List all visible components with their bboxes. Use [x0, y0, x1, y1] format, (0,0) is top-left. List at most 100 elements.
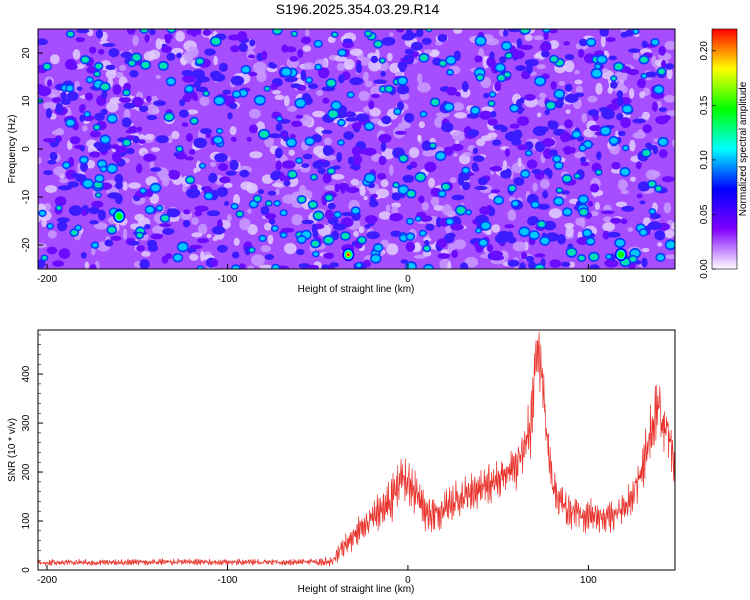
heatmap-cell-low: [53, 166, 66, 176]
heatmap-cell-mid: [179, 99, 186, 107]
heatmap-cell-high: [553, 156, 560, 162]
heatmap-cell-mid: [230, 45, 240, 53]
heatmap-cell-mid: [460, 173, 471, 181]
heatmap-cell-mid: [596, 151, 602, 161]
heatmap-cell-mid: [181, 69, 193, 77]
heatmap-cell-high: [490, 92, 495, 97]
heatmap-cell-high: [174, 254, 182, 261]
heatmap-cell-mid: [389, 213, 404, 222]
heatmap-cell-mid: [512, 50, 525, 59]
heatmap-cell-mid: [57, 185, 72, 191]
heatmap-cell-low: [123, 109, 131, 121]
heatmap-cell-mid: [136, 245, 146, 252]
heatmap-cell-low: [291, 214, 303, 226]
heatmap-cell-mid: [290, 83, 302, 89]
heatmap-cell-mid: [527, 217, 537, 226]
heatmap-cell-low: [422, 202, 429, 211]
heatmap-cell-high: [358, 237, 366, 243]
heatmap-cell-mid: [208, 172, 218, 183]
heatmap-cell-mid: [645, 142, 653, 149]
heatmap-cell-high: [260, 236, 266, 241]
heatmap-cell-mid: [610, 217, 622, 224]
heatmap-cell-low: [286, 106, 297, 112]
heatmap-cell-low: [575, 85, 583, 94]
heatmap-cell-low: [629, 139, 636, 152]
colorbar: [711, 28, 738, 270]
heatmap-cell-high: [479, 239, 487, 246]
heatmap-cell-mid: [635, 161, 642, 170]
heatmap-cell-high: [365, 31, 371, 36]
heatmap-cell-mid: [504, 224, 515, 229]
heatmap-cell-low: [364, 80, 373, 88]
heatmap-cell-mid: [461, 181, 471, 191]
heatmap-cell-low: [343, 58, 355, 70]
heatmap-cell-low: [155, 74, 161, 80]
heatmap-cell-high: [266, 201, 272, 206]
heatmap-cell-low: [617, 179, 628, 191]
heatmap-cell-mid: [451, 249, 458, 259]
heatmap-cell-mid: [185, 133, 193, 142]
heatmap-cell-mid: [525, 64, 534, 74]
heatmap-cell-high: [476, 229, 481, 233]
heatmap-cell-mid: [536, 126, 549, 133]
heatmap-cell-low: [316, 90, 324, 96]
heatmap-cell-high: [555, 162, 563, 169]
heatmap-cell-high: [462, 168, 469, 173]
heatmap-cell-low: [272, 90, 281, 95]
heatmap-cell-low: [630, 176, 636, 182]
heatmap-cell-mid: [295, 114, 304, 119]
heatmap-cell-mid: [637, 181, 650, 192]
y-tick-label: -10: [21, 189, 32, 204]
heatmap-cell-high: [42, 256, 47, 260]
heatmap-cell-mid: [589, 124, 602, 132]
heatmap-cell-low: [476, 138, 486, 147]
heatmap-cell-mid: [424, 161, 437, 173]
heatmap-cell-low: [532, 182, 538, 192]
heatmap-cell-low: [358, 226, 365, 234]
heatmap-cell-high: [306, 138, 314, 145]
heatmap-cell-high: [439, 61, 446, 66]
heatmap-cell-mid: [608, 55, 617, 61]
heatmap-cell-mid: [401, 33, 415, 41]
heatmap-cell-mid: [150, 233, 163, 240]
heatmap-cell-mid: [658, 107, 667, 112]
heatmap-cell-high: [580, 145, 586, 151]
heatmap-cell-high: [98, 161, 106, 167]
spectrogram-y-axis: -20 -10 0 10 20: [21, 47, 43, 252]
heatmap-cell-high: [365, 174, 375, 182]
heatmap-cell-mid: [351, 154, 363, 165]
heatmap-cell-mid: [125, 147, 135, 155]
heatmap-cell-mid: [519, 97, 525, 104]
heatmap-cell-low: [462, 152, 473, 157]
heatmap-cell-mid: [626, 69, 640, 76]
heatmap-cell-mid: [338, 182, 350, 191]
heatmap-cell-high: [356, 263, 361, 268]
heatmap-cell-low: [581, 113, 587, 123]
heatmap-cell-high: [535, 77, 545, 85]
heatmap-cell-low: [182, 183, 187, 193]
heatmap-cell-high: [476, 37, 486, 45]
heatmap-cell-mid: [490, 254, 504, 261]
heatmap-cell-low: [565, 109, 571, 114]
heatmap-cell-low: [641, 111, 651, 120]
heatmap-cell-mid: [64, 58, 77, 70]
heatmap-cell-low: [533, 35, 545, 41]
heatmap-cell-mid: [336, 152, 343, 163]
heatmap-cell-low: [122, 228, 128, 240]
heatmap-cell-mid: [227, 112, 233, 120]
heatmap-cell-mid: [187, 247, 194, 254]
heatmap-cell-high: [466, 210, 471, 214]
heatmap-cell-high: [274, 201, 280, 206]
heatmap-cell-mid: [67, 91, 79, 101]
heatmap-cell-high: [95, 175, 104, 182]
heatmap-cell-mid: [563, 145, 573, 155]
heatmap-cell-mid: [637, 78, 646, 89]
heatmap-cell-low: [223, 182, 233, 188]
heatmap-cell-high: [477, 75, 483, 80]
heatmap-cell-mid: [75, 37, 86, 43]
heatmap-cell-low: [274, 94, 285, 100]
heatmap-cell-low: [453, 152, 458, 157]
heatmap-cell-mid: [223, 201, 230, 206]
heatmap-cell-high: [446, 219, 453, 225]
heatmap-cell-mid: [541, 50, 550, 58]
